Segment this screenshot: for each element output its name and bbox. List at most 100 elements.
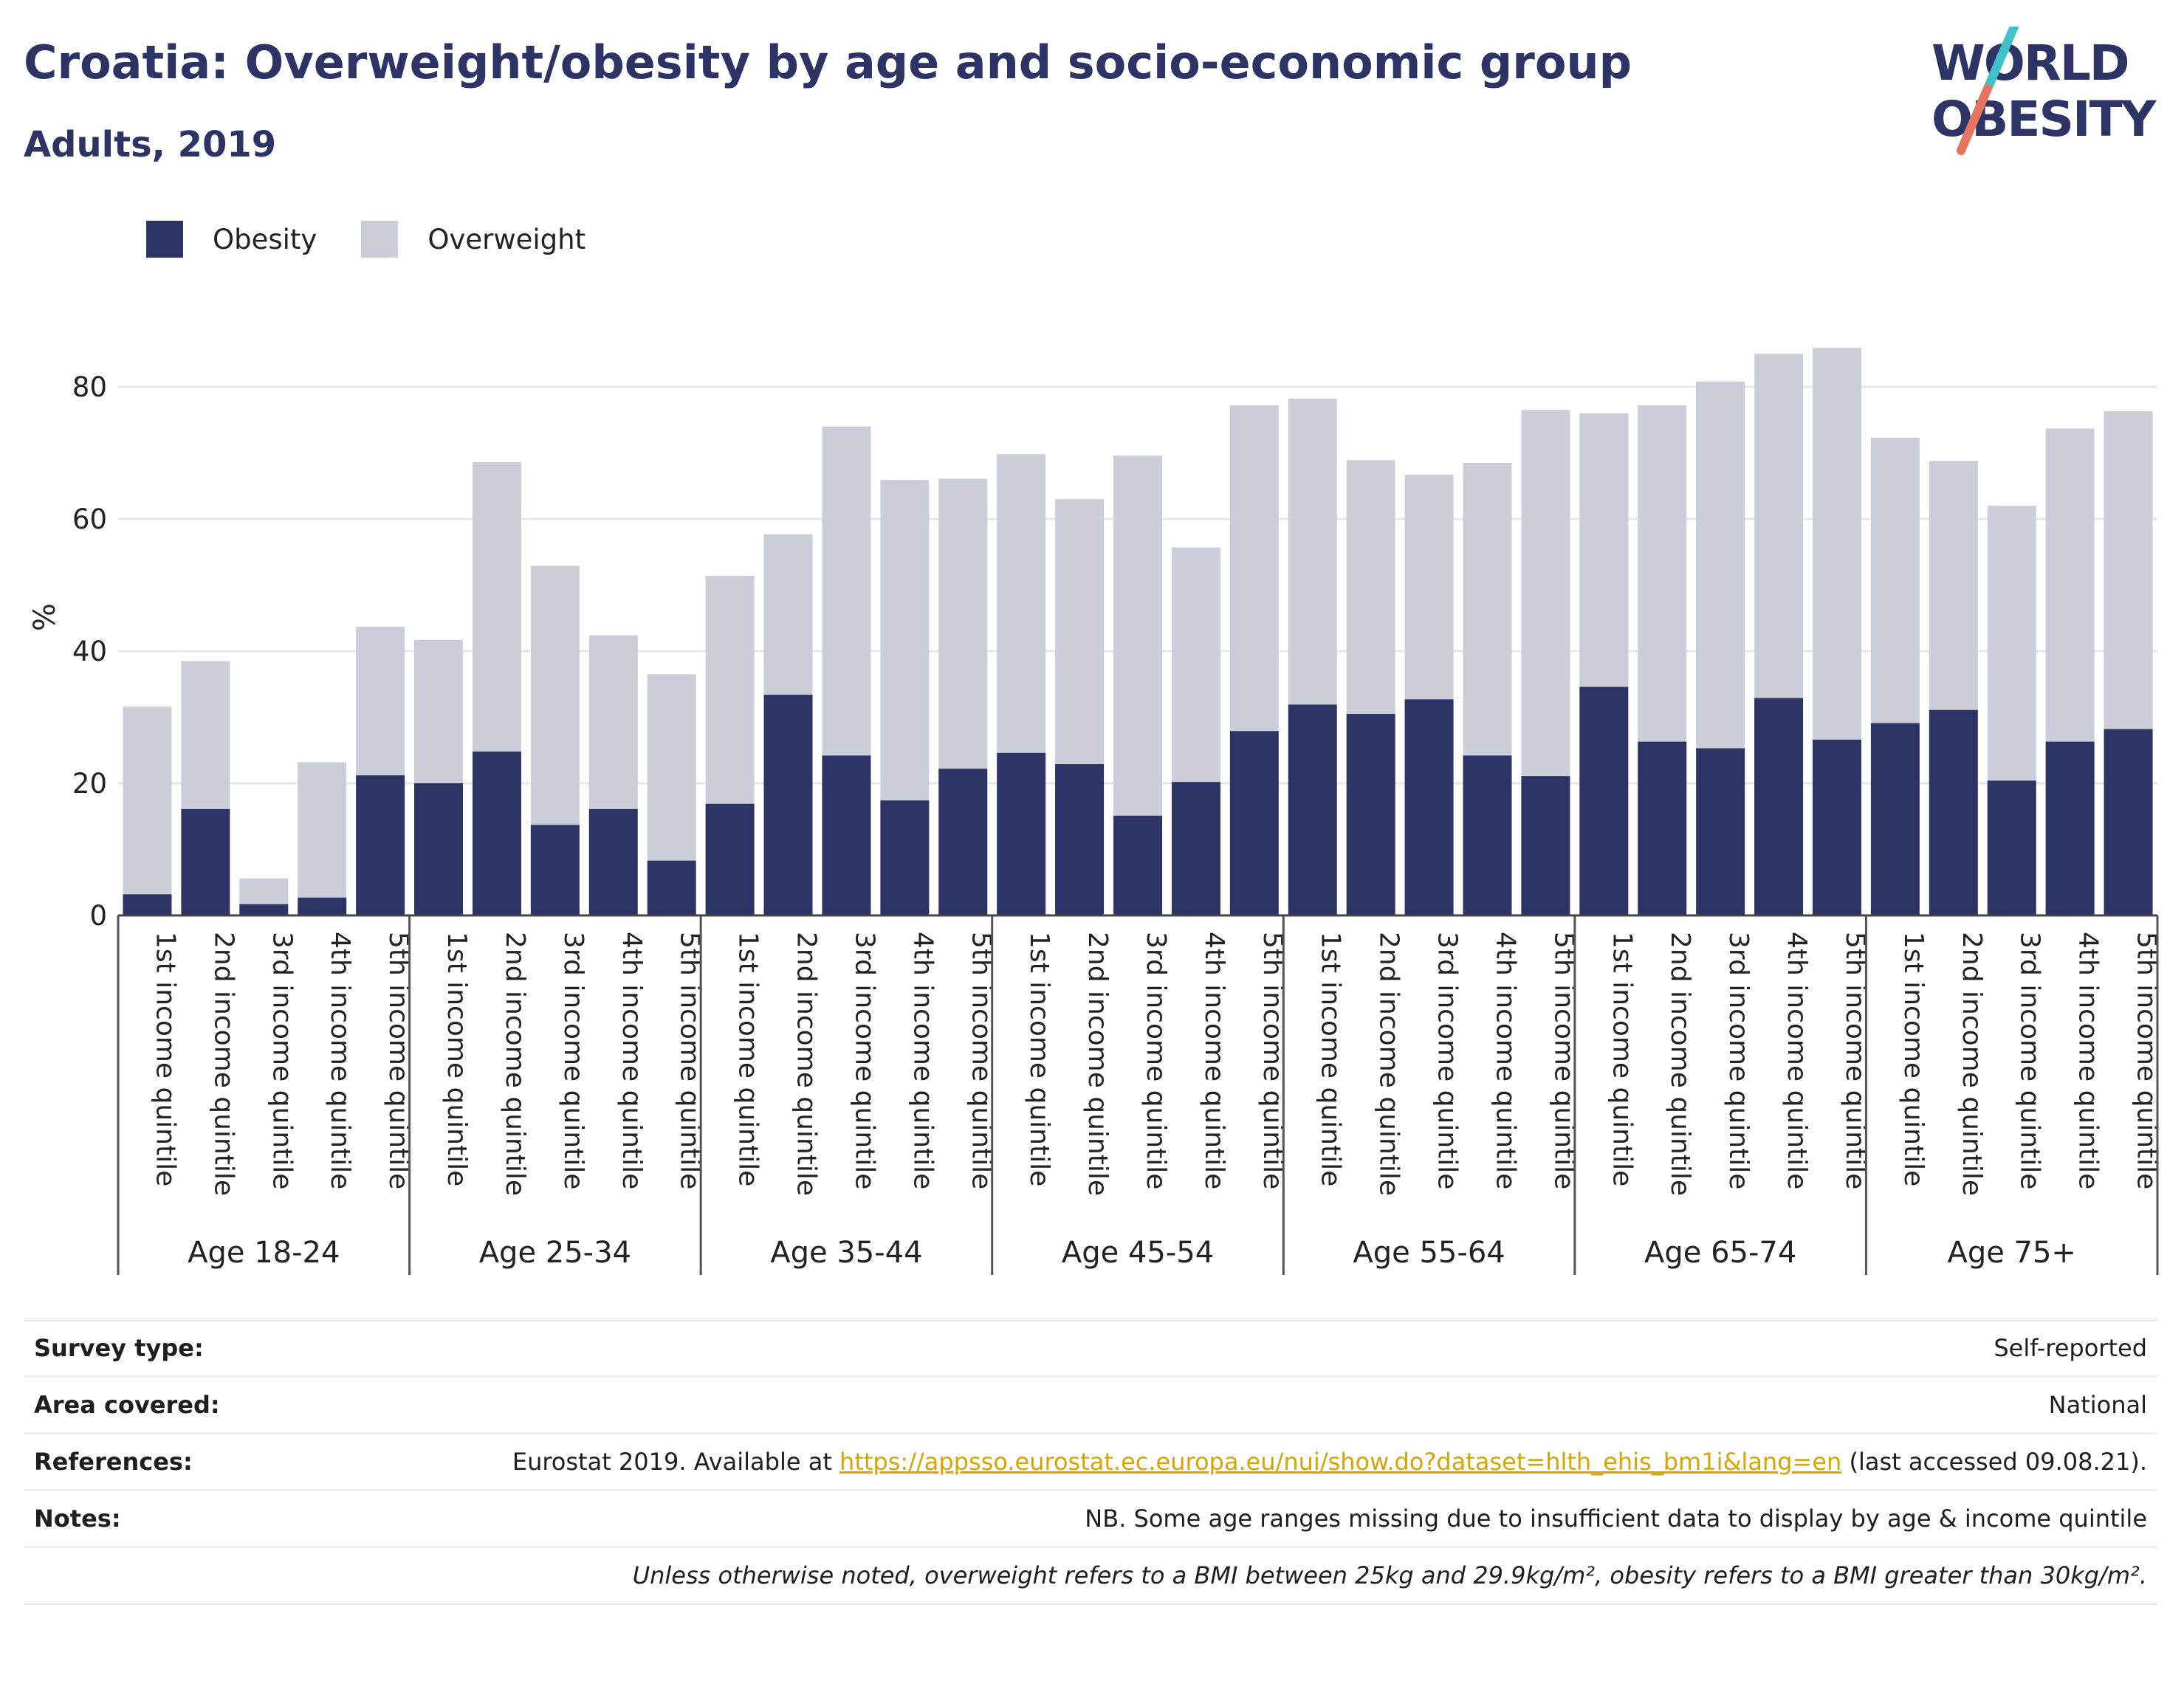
- bar-overweight-g1-q5: [356, 626, 405, 776]
- bar-obesity-g2-q1: [414, 783, 464, 915]
- x-tick-label-g2-q3: 3rd income quintile: [558, 932, 588, 1189]
- bar-obesity-g3-q3: [822, 755, 871, 915]
- bar-overweight-g1-q2: [181, 661, 230, 809]
- notes-label: Notes:: [24, 1489, 413, 1548]
- bar-overweight-g4-q1: [997, 454, 1046, 753]
- bar-overweight-g2-q5: [647, 674, 696, 861]
- bar-overweight-g5-q5: [1521, 410, 1570, 777]
- bar-obesity-g2-q5: [647, 860, 696, 915]
- references-label: References:: [24, 1432, 413, 1491]
- area-covered-value: National: [413, 1375, 2157, 1434]
- x-tick-label-g3-q2: 2nd income quintile: [791, 932, 822, 1196]
- info-row-area-covered: Area covered: National: [24, 1375, 2157, 1434]
- bar-overweight-g7-q5: [2104, 411, 2153, 729]
- x-tick-label-g6-q2: 2nd income quintile: [1665, 932, 1695, 1196]
- legend-label-overweight: Overweight: [427, 223, 586, 255]
- legend-item-obesity: Obesity: [146, 221, 317, 258]
- x-tick-label-g1-q2: 2nd income quintile: [208, 932, 238, 1196]
- bar-overweight-g7-q2: [1929, 461, 1978, 710]
- bar-obesity-g7-q1: [1870, 723, 1920, 915]
- y-axis-title: %: [28, 603, 62, 631]
- bar-obesity-g5-q4: [1463, 755, 1512, 915]
- x-tick-label-g2-q2: 2nd income quintile: [500, 932, 530, 1196]
- bar-overweight-g6-q4: [1754, 354, 1804, 698]
- x-tick-label-g3-q4: 4th income quintile: [907, 932, 938, 1189]
- bar-obesity-g4-q5: [1229, 731, 1279, 915]
- bar-obesity-g4-q3: [1113, 815, 1162, 915]
- world-obesity-logo: WORLD OBESITY: [1931, 27, 2159, 155]
- bar-overweight-g4-q4: [1171, 547, 1220, 783]
- info-row-references: References: Eurostat 2019. Available at …: [24, 1432, 2157, 1491]
- bar-obesity-g3-q4: [880, 800, 930, 915]
- info-row-footnote: Unless otherwise noted, overweight refer…: [24, 1546, 2157, 1605]
- bar-overweight-g7-q3: [1987, 506, 2036, 781]
- x-tick-label-g3-q1: 1st income quintile: [733, 932, 763, 1186]
- page-title: Croatia: Overweight/obesity by age and s…: [24, 35, 1632, 89]
- group-label-4: Age 45-54: [1062, 1236, 1214, 1270]
- bar-overweight-g7-q4: [2045, 428, 2095, 742]
- x-tick-label-g5-q3: 3rd income quintile: [1432, 932, 1463, 1189]
- bar-overweight-g2-q1: [414, 639, 464, 783]
- x-tick-label-g2-q4: 4th income quintile: [617, 932, 647, 1189]
- group-label-7: Age 75+: [1947, 1236, 2076, 1270]
- bar-obesity-g6-q3: [1696, 748, 1745, 915]
- bar-obesity-g7-q3: [1987, 780, 2036, 915]
- x-tick-label-g6-q4: 4th income quintile: [1782, 932, 1812, 1189]
- bar-obesity-g1-q4: [298, 897, 347, 915]
- bar-overweight-g5-q1: [1288, 399, 1337, 705]
- references-text-before: Eurostat 2019. Available at: [512, 1448, 840, 1476]
- bar-obesity-g5-q3: [1404, 699, 1454, 915]
- x-tick-label-g4-q4: 4th income quintile: [1199, 932, 1229, 1189]
- references-value: Eurostat 2019. Available at https://apps…: [413, 1432, 2157, 1491]
- legend-label-obesity: Obesity: [213, 223, 317, 255]
- group-label-3: Age 35-44: [770, 1236, 922, 1270]
- bmi-footnote: Unless otherwise noted, overweight refer…: [24, 1546, 2157, 1605]
- bar-overweight-g3-q2: [763, 534, 813, 695]
- bar-obesity-g6-q1: [1579, 687, 1629, 915]
- legend-swatch-obesity: [146, 221, 183, 258]
- x-tick-label-g6-q3: 3rd income quintile: [1723, 932, 1754, 1189]
- group-label-1: Age 18-24: [188, 1236, 340, 1270]
- notes-value: NB. Some age ranges missing due to insuf…: [413, 1489, 2157, 1548]
- bar-obesity-g1-q2: [181, 808, 230, 915]
- x-tick-label-g7-q1: 1st income quintile: [1898, 932, 1929, 1186]
- x-tick-label-g5-q4: 4th income quintile: [1490, 932, 1520, 1189]
- bar-obesity-g5-q5: [1521, 776, 1570, 915]
- bar-overweight-g6-q3: [1696, 381, 1745, 749]
- x-tick-label-g1-q1: 1st income quintile: [150, 932, 180, 1186]
- page-subtitle: Adults, 2019: [24, 124, 277, 165]
- bar-overweight-g3-q1: [705, 575, 755, 804]
- bar-obesity-g2-q2: [472, 752, 521, 915]
- bar-obesity-g5-q1: [1288, 704, 1337, 915]
- legend-item-overweight: Overweight: [361, 221, 586, 258]
- x-tick-label-g7-q3: 3rd income quintile: [2015, 932, 2045, 1189]
- bar-obesity-g1-q5: [356, 775, 405, 915]
- bar-obesity-g2-q3: [530, 825, 580, 915]
- y-tick-label-60: 60: [72, 503, 107, 535]
- bar-obesity-g7-q5: [2104, 729, 2153, 915]
- bar-overweight-g3-q3: [822, 426, 871, 756]
- legend-swatch-overweight: [361, 221, 399, 258]
- references-text-after: (last accessed 09.08.21).: [1841, 1448, 2147, 1476]
- bar-overweight-g1-q3: [239, 878, 289, 904]
- bar-obesity-g1-q3: [239, 904, 289, 915]
- bar-obesity-g4-q1: [997, 752, 1046, 915]
- bar-overweight-g6-q1: [1579, 413, 1629, 687]
- bar-obesity-g3-q5: [938, 769, 988, 915]
- group-label-2: Age 25-34: [479, 1236, 631, 1270]
- bar-overweight-g2-q2: [472, 462, 521, 752]
- bar-obesity-g2-q4: [588, 808, 638, 915]
- bar-overweight-g7-q1: [1870, 437, 1920, 723]
- bar-obesity-g3-q2: [763, 695, 813, 915]
- bar-overweight-g4-q3: [1113, 455, 1162, 816]
- bar-overweight-g1-q1: [123, 706, 172, 895]
- y-tick-label-80: 80: [72, 371, 107, 403]
- x-tick-label-g7-q4: 4th income quintile: [2073, 932, 2104, 1189]
- x-tick-label-g3-q3: 3rd income quintile: [849, 932, 879, 1189]
- chart-legend: Obesity Overweight: [146, 219, 630, 260]
- bar-overweight-g3-q4: [880, 480, 930, 801]
- bar-obesity-g4-q4: [1171, 782, 1220, 915]
- x-tick-label-g4-q2: 2nd income quintile: [1082, 932, 1113, 1196]
- svg-text:WORLD: WORLD: [1931, 35, 2129, 92]
- references-link[interactable]: https://appsso.eurostat.ec.europa.eu/nui…: [839, 1448, 1842, 1476]
